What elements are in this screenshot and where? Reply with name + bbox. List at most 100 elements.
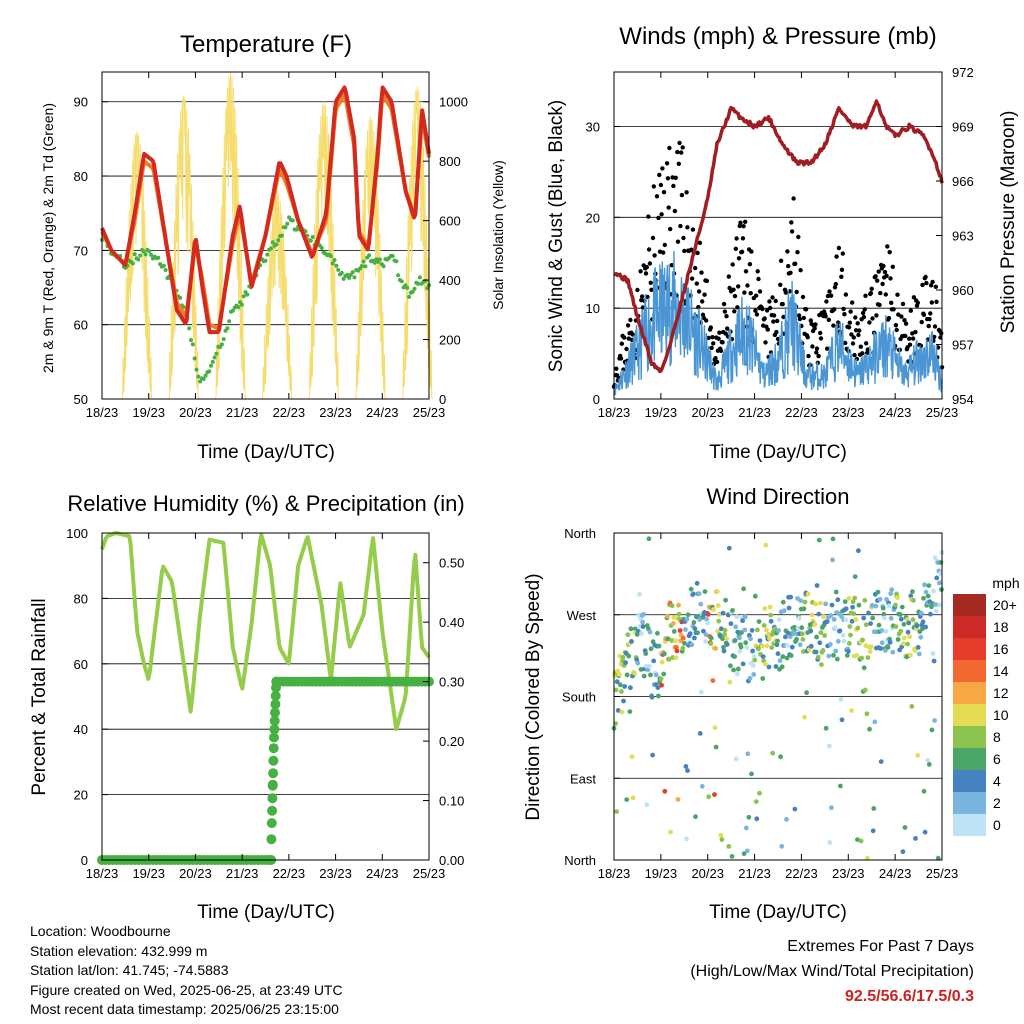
x-tick-label: 24/23 bbox=[366, 405, 399, 420]
gust-point bbox=[907, 336, 912, 341]
rh-line bbox=[100, 531, 431, 732]
y-tick-label-right: 800 bbox=[439, 154, 461, 169]
direction-point bbox=[792, 806, 798, 812]
gust-point bbox=[840, 251, 845, 256]
gust-point bbox=[740, 236, 746, 241]
direction-point bbox=[844, 653, 850, 658]
dewpoint-point bbox=[328, 254, 333, 259]
direction-point bbox=[613, 687, 619, 693]
direction-point bbox=[854, 653, 860, 658]
gust-point bbox=[732, 293, 738, 299]
gust-point bbox=[900, 301, 906, 307]
direction-point bbox=[851, 611, 857, 616]
direction-point bbox=[797, 642, 803, 648]
direction-point bbox=[816, 537, 822, 543]
direction-point bbox=[648, 646, 654, 652]
gust-point bbox=[781, 314, 786, 320]
gust-point bbox=[850, 300, 855, 305]
y-tick-label-right: 0.40 bbox=[439, 615, 464, 630]
gust-point bbox=[902, 318, 907, 323]
direction-point bbox=[691, 591, 696, 597]
direction-point bbox=[751, 653, 757, 659]
direction-point bbox=[932, 718, 937, 723]
direction-point bbox=[614, 809, 619, 814]
gust-point bbox=[886, 315, 892, 321]
x-tick-label: 21/23 bbox=[226, 405, 259, 420]
y-tick-label-right: 966 bbox=[952, 174, 974, 189]
gust-point bbox=[805, 335, 810, 340]
panel-direction: Wind Direction NorthEastSouthWestNorth18… bbox=[523, 484, 1020, 923]
direction-point bbox=[852, 595, 858, 601]
direction-point bbox=[834, 656, 840, 662]
x-tick-label: 24/23 bbox=[366, 866, 399, 881]
direction-point bbox=[906, 620, 912, 626]
gust-point bbox=[624, 346, 629, 352]
gust-point bbox=[656, 215, 661, 221]
direction-point bbox=[826, 743, 832, 749]
wind-trace bbox=[613, 250, 943, 397]
direction-point bbox=[877, 596, 883, 602]
dewpoint-point bbox=[181, 305, 186, 310]
direction-point bbox=[866, 610, 871, 616]
gust-point bbox=[754, 312, 760, 317]
gust-point bbox=[850, 341, 856, 346]
direction-point bbox=[823, 601, 828, 607]
gust-point bbox=[738, 220, 743, 225]
direction-point bbox=[741, 851, 747, 857]
direction-point bbox=[733, 756, 739, 762]
direction-point bbox=[926, 583, 932, 588]
direction-point bbox=[715, 603, 721, 608]
direction-point bbox=[860, 637, 865, 643]
direction-point bbox=[640, 624, 646, 629]
direction-point bbox=[853, 617, 859, 622]
gust-point bbox=[842, 312, 847, 317]
direction-point bbox=[746, 814, 752, 820]
gust-point bbox=[689, 276, 695, 281]
direction-point bbox=[721, 644, 726, 650]
direction-point bbox=[772, 626, 778, 631]
y-tick-label-right: 1000 bbox=[439, 95, 468, 110]
legend-swatch bbox=[953, 814, 986, 836]
solar-insolation-series bbox=[121, 71, 434, 400]
direction-point bbox=[833, 589, 839, 595]
direction-title: Wind Direction bbox=[706, 484, 849, 509]
gust-point bbox=[907, 342, 913, 347]
y-tick-label: 20 bbox=[74, 788, 88, 803]
direction-point bbox=[921, 595, 926, 601]
solar-trace bbox=[354, 116, 387, 400]
direction-point bbox=[723, 597, 728, 603]
gust-point bbox=[658, 182, 664, 188]
rh-series bbox=[100, 531, 431, 732]
direction-point bbox=[695, 630, 700, 636]
direction-point bbox=[814, 583, 820, 588]
dewpoint-point bbox=[227, 319, 232, 324]
dewpoint-point bbox=[319, 246, 324, 250]
direction-point bbox=[676, 602, 681, 608]
gust-point bbox=[796, 313, 802, 318]
dewpoint-point bbox=[269, 246, 273, 251]
direction-point bbox=[802, 599, 808, 605]
temperature-ticks: 50 60 70 80 90 0 200 400 600 800 1000 18/23 19/23 20/… bbox=[74, 72, 468, 420]
direction-point bbox=[659, 682, 664, 688]
x-tick-label: 20/23 bbox=[179, 405, 212, 420]
direction-point bbox=[921, 788, 927, 794]
direction-point bbox=[893, 602, 898, 608]
direction-point bbox=[800, 637, 806, 642]
dewpoint-point bbox=[214, 351, 219, 356]
direction-point bbox=[671, 615, 677, 620]
panel-winds: Winds (mph) & Pressure (mb) 0 10 20 30 954 95… bbox=[546, 23, 1019, 463]
direction-point bbox=[622, 684, 627, 689]
direction-point bbox=[859, 655, 864, 661]
gust-point bbox=[702, 292, 707, 297]
direction-point bbox=[886, 603, 892, 609]
dewpoint-point bbox=[221, 337, 226, 342]
gust-point bbox=[716, 336, 721, 341]
direction-point bbox=[718, 832, 724, 838]
direction-point bbox=[749, 628, 755, 633]
direction-point bbox=[922, 582, 927, 588]
humidity-title: Relative Humidity (%) & Precipitation (i… bbox=[67, 491, 464, 516]
direction-point bbox=[779, 843, 785, 849]
direction-point bbox=[651, 658, 657, 664]
gust-point bbox=[796, 234, 801, 240]
direction-point bbox=[778, 754, 783, 760]
